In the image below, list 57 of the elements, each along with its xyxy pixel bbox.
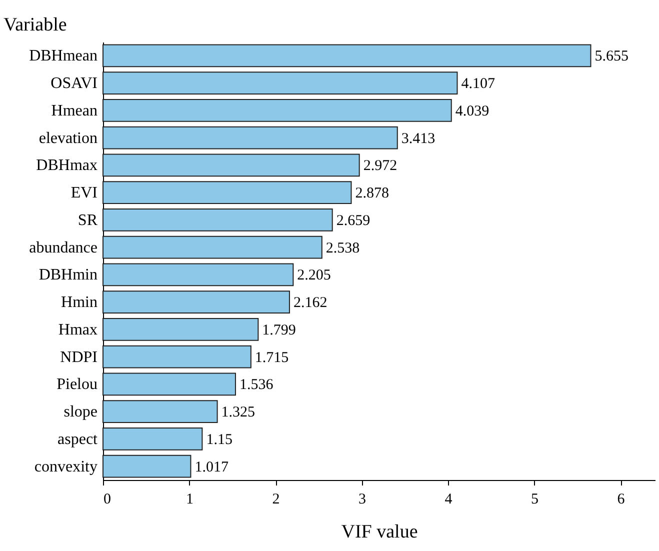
y-tick-label: abundance bbox=[29, 239, 98, 256]
x-tick-label: 4 bbox=[444, 492, 453, 508]
bar bbox=[102, 98, 452, 122]
y-tick-label: EVI bbox=[70, 184, 98, 202]
bar bbox=[102, 72, 458, 95]
y-tick-label: aspect bbox=[58, 430, 98, 448]
data-label: 2.538 bbox=[326, 240, 360, 256]
data-label: 1.799 bbox=[262, 322, 296, 338]
x-tick-label: 0 bbox=[104, 492, 111, 508]
y-tick-label: Pielou bbox=[56, 376, 98, 394]
bar bbox=[102, 372, 236, 396]
x-axis-title: VIF value bbox=[341, 522, 418, 542]
data-label: 1.536 bbox=[239, 377, 274, 394]
y-axis-title: Variable bbox=[4, 14, 67, 36]
y-tick-label: SR bbox=[78, 212, 98, 229]
bar bbox=[102, 400, 218, 424]
bar bbox=[102, 454, 192, 478]
data-label: 2.162 bbox=[293, 295, 328, 312]
y-tick-label: DBHmin bbox=[38, 266, 98, 284]
data-label: 1.715 bbox=[254, 350, 289, 366]
x-tick-label: 2 bbox=[272, 492, 280, 508]
bar bbox=[102, 427, 203, 450]
y-tick-label: Hmin bbox=[61, 294, 98, 312]
data-label: 2.972 bbox=[363, 158, 398, 174]
y-tick-label: elevation bbox=[38, 130, 98, 147]
y-tick-label: Hmean bbox=[51, 102, 98, 120]
bar bbox=[102, 208, 333, 232]
bar bbox=[102, 181, 352, 204]
y-tick-label: convexity bbox=[34, 458, 98, 476]
y-tick-label: Hmax bbox=[58, 321, 98, 338]
data-label: 5.655 bbox=[594, 48, 628, 65]
x-tick-label: 5 bbox=[531, 492, 538, 508]
data-label: 4.039 bbox=[455, 103, 490, 120]
data-label: 2.205 bbox=[297, 268, 331, 284]
data-label: 4.107 bbox=[461, 76, 496, 92]
data-label: 1.017 bbox=[194, 459, 229, 476]
data-label: 2.878 bbox=[355, 186, 389, 202]
y-tick-label: DBHmax bbox=[36, 157, 98, 174]
x-tick-label: 6 bbox=[617, 492, 626, 508]
y-tick-label: OSAVI bbox=[50, 75, 98, 92]
bar bbox=[102, 345, 252, 368]
data-label: 3.413 bbox=[401, 130, 436, 147]
y-tick-label: slope bbox=[64, 404, 98, 421]
bar bbox=[102, 318, 259, 341]
bar bbox=[102, 154, 360, 177]
bar bbox=[102, 236, 322, 259]
y-tick-label: NDPI bbox=[60, 348, 98, 366]
data-label: 1.325 bbox=[221, 404, 256, 421]
x-tick-label: 3 bbox=[358, 492, 366, 508]
data-label: 1.15 bbox=[206, 432, 232, 448]
bar bbox=[102, 263, 294, 286]
x-tick-label: 1 bbox=[186, 492, 194, 508]
bar bbox=[102, 44, 592, 68]
bar bbox=[102, 290, 290, 314]
y-tick-label: DBHmean bbox=[29, 48, 98, 65]
data-label: 2.659 bbox=[336, 212, 370, 229]
bar bbox=[102, 126, 398, 150]
